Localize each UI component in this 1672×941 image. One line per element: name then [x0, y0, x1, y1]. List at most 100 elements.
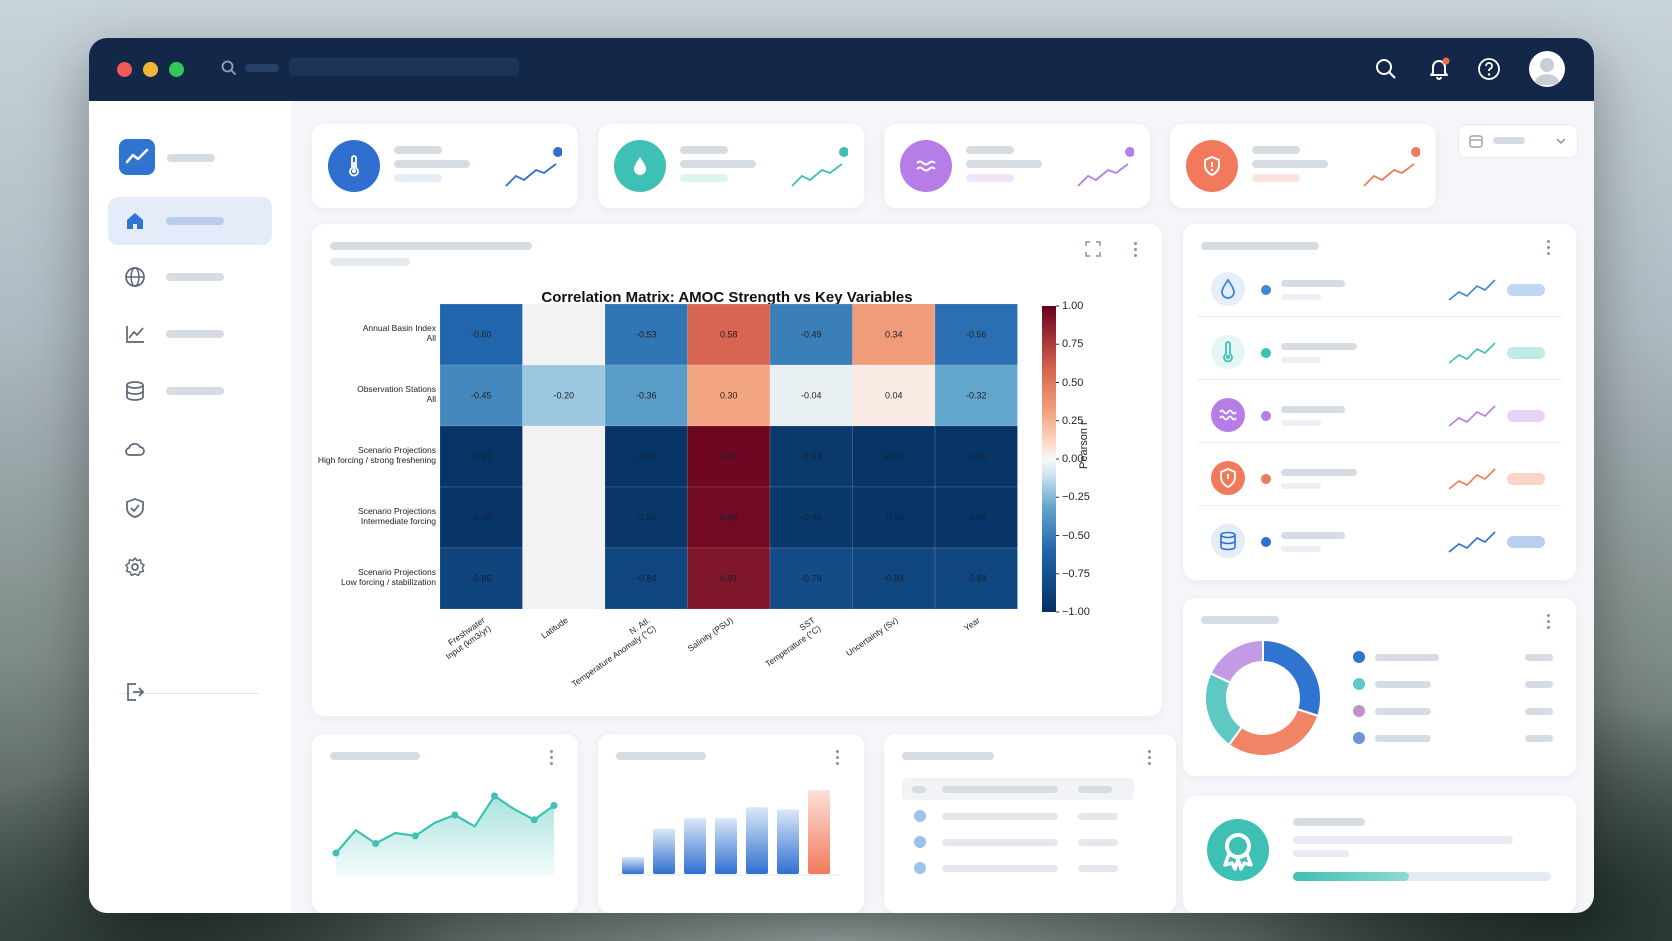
search-icon[interactable] [1375, 58, 1397, 80]
variable-list-item[interactable] [1197, 264, 1562, 317]
variable-list-item[interactable] [1197, 390, 1562, 443]
heatmap-cell [687, 303, 771, 366]
donut-segment[interactable] [1209, 638, 1264, 685]
heatmap-cell [769, 547, 853, 610]
sparkline-icon [1448, 342, 1496, 364]
heatmap-cell [439, 303, 523, 366]
table-row[interactable] [902, 856, 1134, 880]
heatmap-cell-label: -0.84 [966, 574, 987, 584]
more-options-icon[interactable] [550, 750, 554, 768]
waves-icon [916, 160, 936, 172]
sparkline-icon [1077, 147, 1134, 187]
more-options-icon[interactable] [1148, 750, 1152, 768]
sidebar-item-analytics[interactable] [108, 310, 272, 358]
sidebar-item-logout[interactable] [108, 668, 272, 716]
chevron-down-icon [1556, 138, 1566, 145]
heatmap-cell-label: -0.84 [636, 574, 657, 584]
heatmap-cell [934, 364, 1018, 427]
address-bar[interactable] [289, 58, 519, 76]
shield-check-icon [126, 498, 144, 518]
heatmap-cell [769, 425, 853, 488]
help-icon[interactable] [1477, 57, 1501, 81]
heatmap-cell-label: -0.96 [966, 452, 987, 462]
heatmap-row-label: Scenario Projections Low forcing / stabil… [341, 566, 436, 587]
sidebar-item-settings[interactable] [108, 543, 272, 591]
sidebar-item-globe[interactable] [108, 253, 272, 301]
heatmap-cell-label: 0.91 [720, 574, 738, 584]
heatmap-cell [934, 425, 1018, 488]
sidebar-item-database[interactable] [108, 367, 272, 415]
stat-card-shield[interactable] [1170, 124, 1436, 208]
bell-icon[interactable] [1427, 56, 1451, 80]
sidebar-item-cloud[interactable] [108, 425, 272, 473]
table-row[interactable] [902, 830, 1134, 854]
water-drop-icon [634, 157, 646, 175]
donut-segment[interactable] [1262, 638, 1322, 718]
colorbar-tick-label: 0.25 [1062, 414, 1084, 427]
sparkline-icon [791, 147, 848, 187]
line-point [372, 840, 380, 847]
more-options-icon[interactable] [836, 750, 840, 768]
sidebar-divider [119, 693, 259, 694]
search-input[interactable] [245, 64, 279, 72]
heatmap-cell-label: -0.97 [883, 452, 904, 462]
water-drop-icon [1211, 272, 1245, 306]
heatmap-cell-label: -0.94 [801, 513, 822, 523]
avatar[interactable] [1529, 51, 1565, 87]
heatmap-cell-label: -0.45 [471, 391, 492, 401]
heatmap-cell-label: -0.95 [636, 513, 657, 523]
app-window: Correlation Matrix: AMOC Strength vs Key… [89, 38, 1594, 913]
more-options-icon[interactable] [1547, 240, 1551, 258]
variable-list-item[interactable] [1197, 516, 1562, 568]
date-range-selector[interactable] [1458, 124, 1578, 158]
variable-list-item[interactable] [1197, 453, 1562, 506]
maximize-window-button[interactable] [169, 62, 184, 77]
close-window-button[interactable] [117, 62, 132, 77]
heatmap-cell-label: -0.53 [636, 330, 657, 340]
sparkline-icon [1448, 531, 1496, 553]
sparkline-icon [1448, 468, 1496, 490]
heatmap-cell-label: -0.96 [966, 513, 987, 523]
heatmap-cell-label: -0.85 [471, 574, 492, 584]
search-icon[interactable] [221, 60, 237, 76]
shield-icon [1211, 461, 1245, 495]
bar-chart-card [598, 734, 864, 913]
expand-icon[interactable] [1084, 240, 1102, 258]
sparkline-icon [1448, 279, 1496, 301]
minimize-window-button[interactable] [143, 62, 158, 77]
stat-card-temperature[interactable] [312, 124, 578, 208]
variable-list-item[interactable] [1197, 327, 1562, 380]
line-point [332, 849, 340, 857]
variables-list-card [1183, 224, 1576, 580]
heatmap-row-label: Observation Stations All [357, 383, 436, 404]
heatmap-cell-label: -0.97 [636, 452, 657, 462]
chart-title: Correlation Matrix: AMOC Strength vs Key… [541, 289, 913, 306]
heatmap-cell-label: -0.84 [883, 574, 904, 584]
heatmap-row-label: Scenario Projections High forcing / stron… [317, 444, 436, 465]
heatmap-cell [934, 303, 1018, 366]
stat-card-water[interactable] [598, 124, 864, 208]
heatmap-cell-label: -0.79 [801, 574, 822, 584]
donut-legend-item [1353, 704, 1553, 718]
heatmap-cell-label: 0.34 [885, 330, 903, 340]
table-row[interactable] [902, 804, 1134, 828]
line-point [491, 792, 499, 800]
bar [684, 818, 706, 874]
sidebar-item-home[interactable] [108, 197, 272, 245]
donut-legend-item [1353, 677, 1553, 691]
heatmap-row-label: Annual Basin Index All [362, 322, 436, 343]
sidebar-item-security[interactable] [108, 484, 272, 532]
database-icon [1211, 524, 1245, 558]
more-options-icon[interactable] [1547, 614, 1551, 632]
donut-segment[interactable] [1227, 707, 1320, 757]
more-options-icon[interactable] [1134, 242, 1138, 260]
heatmap-cell-label: -0.96 [471, 513, 492, 523]
colorbar-tick-label: 0.50 [1062, 376, 1084, 389]
donut-segment[interactable] [1204, 671, 1244, 747]
app-logo[interactable] [119, 139, 155, 175]
stat-card-waves[interactable] [884, 124, 1150, 208]
heatmap-cell-label: -0.32 [966, 391, 987, 401]
heatmap-cell [604, 486, 688, 549]
home-icon [127, 213, 143, 229]
mini-bar-chart [618, 790, 840, 876]
